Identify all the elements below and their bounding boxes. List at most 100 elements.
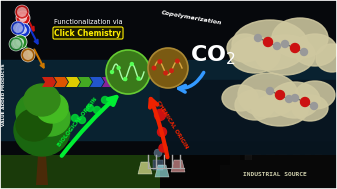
Bar: [293, 155, 300, 185]
Circle shape: [19, 14, 27, 22]
Circle shape: [148, 48, 188, 88]
Ellipse shape: [222, 85, 258, 111]
Ellipse shape: [292, 95, 328, 121]
Polygon shape: [36, 155, 48, 185]
Circle shape: [137, 77, 140, 80]
Circle shape: [15, 5, 29, 19]
Circle shape: [159, 144, 167, 152]
Circle shape: [130, 63, 133, 66]
Ellipse shape: [252, 94, 308, 126]
Circle shape: [71, 115, 79, 122]
Circle shape: [281, 40, 288, 47]
Bar: [266, 155, 275, 184]
Circle shape: [93, 106, 100, 114]
Text: BIOLOGICAL ORIGIN: BIOLOGICAL ORIGIN: [57, 96, 99, 148]
Circle shape: [290, 43, 300, 53]
Ellipse shape: [238, 73, 298, 117]
Circle shape: [9, 37, 23, 51]
Circle shape: [254, 35, 262, 42]
Bar: [315, 155, 322, 187]
Ellipse shape: [230, 37, 280, 73]
Circle shape: [109, 98, 116, 105]
Circle shape: [79, 116, 86, 123]
Circle shape: [13, 35, 27, 49]
Circle shape: [276, 91, 284, 99]
Circle shape: [264, 37, 273, 46]
Polygon shape: [160, 155, 337, 189]
Circle shape: [106, 50, 150, 94]
Bar: [279, 155, 287, 187]
Ellipse shape: [16, 109, 52, 141]
Bar: [255, 155, 261, 189]
Circle shape: [154, 149, 162, 157]
Circle shape: [16, 11, 30, 25]
Text: VALUE ADDED PRODUCTS: VALUE ADDED PRODUCTS: [2, 64, 6, 126]
FancyArrowPatch shape: [28, 26, 38, 43]
Ellipse shape: [30, 100, 70, 136]
Ellipse shape: [227, 34, 263, 62]
Text: INDUSTRIAL SOURCE: INDUSTRIAL SOURCE: [243, 173, 307, 177]
Circle shape: [164, 71, 167, 75]
Circle shape: [16, 38, 24, 46]
Polygon shape: [42, 77, 56, 87]
Text: Copolymerization: Copolymerization: [161, 10, 223, 26]
Polygon shape: [0, 155, 200, 189]
Circle shape: [285, 95, 293, 102]
Polygon shape: [90, 77, 104, 87]
Circle shape: [310, 102, 317, 109]
Polygon shape: [160, 80, 337, 189]
Polygon shape: [66, 77, 80, 87]
Circle shape: [292, 94, 299, 101]
Circle shape: [124, 77, 127, 81]
Circle shape: [19, 26, 27, 34]
Circle shape: [117, 66, 120, 69]
Circle shape: [101, 97, 109, 104]
Circle shape: [152, 66, 156, 70]
Polygon shape: [0, 60, 337, 140]
Polygon shape: [102, 77, 116, 87]
Circle shape: [154, 109, 165, 121]
Circle shape: [158, 60, 162, 63]
Ellipse shape: [24, 84, 60, 116]
FancyArrowPatch shape: [22, 40, 32, 57]
Circle shape: [301, 49, 307, 56]
Bar: [245, 155, 252, 186]
Polygon shape: [54, 77, 68, 87]
Text: Click Chemistry: Click Chemistry: [55, 29, 122, 37]
Ellipse shape: [255, 35, 315, 75]
Ellipse shape: [232, 20, 308, 70]
Ellipse shape: [272, 18, 328, 58]
Ellipse shape: [14, 104, 70, 156]
Circle shape: [301, 98, 309, 106]
Circle shape: [274, 43, 280, 50]
Circle shape: [11, 39, 21, 49]
Circle shape: [23, 50, 33, 60]
FancyArrowPatch shape: [24, 12, 34, 30]
Circle shape: [17, 7, 27, 17]
Circle shape: [87, 105, 93, 112]
Ellipse shape: [270, 82, 320, 118]
Text: Functionalization via: Functionalization via: [54, 19, 122, 25]
Polygon shape: [171, 160, 185, 172]
Circle shape: [267, 88, 274, 94]
Polygon shape: [155, 165, 169, 177]
Ellipse shape: [295, 81, 335, 109]
Circle shape: [21, 48, 35, 62]
Ellipse shape: [36, 93, 68, 123]
FancyArrowPatch shape: [34, 50, 44, 67]
Circle shape: [13, 23, 23, 33]
Circle shape: [157, 128, 166, 136]
Circle shape: [176, 59, 179, 63]
Text: CHEMICAL ORIGIN: CHEMICAL ORIGIN: [155, 100, 189, 150]
Circle shape: [111, 70, 114, 74]
Ellipse shape: [16, 92, 60, 132]
Circle shape: [16, 23, 30, 37]
Bar: [305, 155, 311, 188]
Circle shape: [170, 69, 173, 72]
Polygon shape: [138, 162, 152, 174]
Polygon shape: [220, 155, 337, 189]
Polygon shape: [78, 77, 92, 87]
Ellipse shape: [316, 44, 337, 72]
Ellipse shape: [235, 90, 275, 120]
Ellipse shape: [293, 34, 337, 66]
